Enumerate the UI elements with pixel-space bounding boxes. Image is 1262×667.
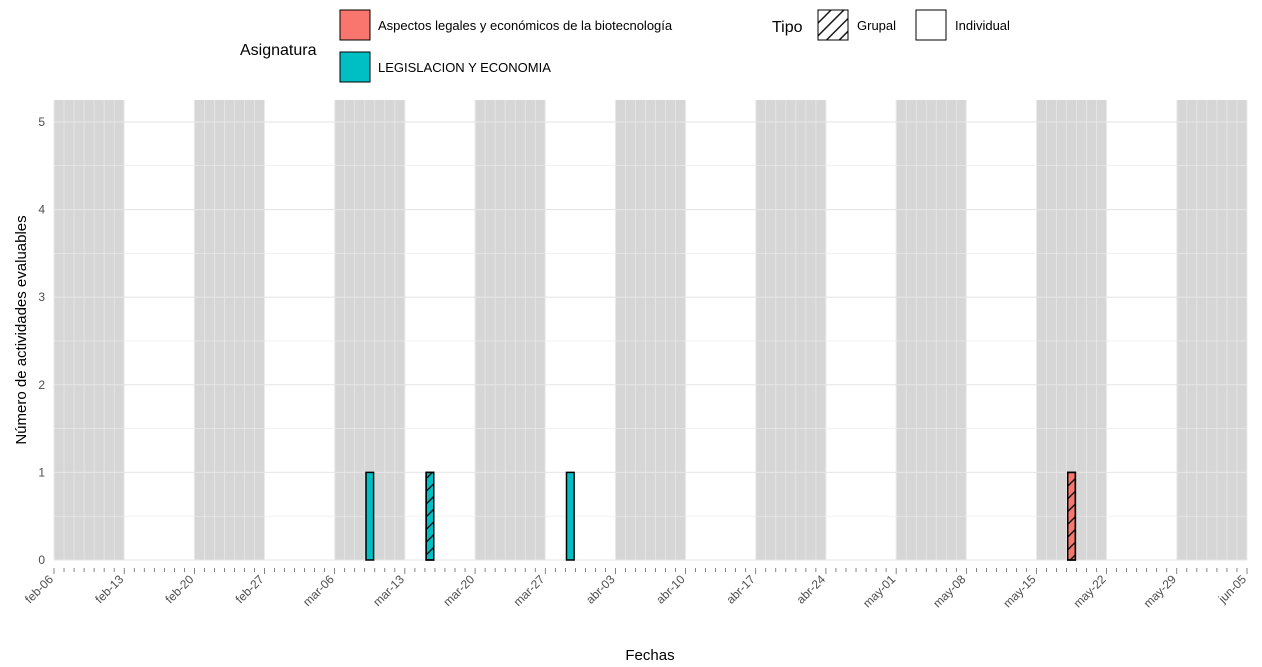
y-tick-label: 1	[38, 465, 45, 479]
x-tick-label: feb-13	[92, 572, 126, 606]
legend-label-legislacion: LEGISLACION Y ECONOMIA	[378, 60, 551, 75]
y-tick-label: 2	[38, 378, 45, 392]
legend-swatch-grupal	[817, 9, 849, 41]
legend-label-aspectos: Aspectos legales y económicos de la biot…	[378, 18, 673, 33]
x-tick-label: may-22	[1071, 572, 1109, 610]
x-tick-label: may-29	[1141, 572, 1179, 610]
x-tick-label: feb-06	[22, 572, 56, 606]
x-tick-label: abr-17	[723, 572, 758, 607]
legend-title-asignatura: Asignatura	[240, 42, 317, 59]
x-tick-label: jun-05	[1215, 572, 1249, 606]
x-tick-label: abr-10	[653, 572, 688, 607]
y-tick-label: 5	[38, 115, 45, 129]
legend-label-individual: Individual	[955, 18, 1010, 33]
legend-swatch-individual	[915, 9, 947, 41]
bar-stripes	[1066, 471, 1077, 561]
bar	[365, 471, 375, 561]
y-axis-title: Número de actividades evaluables	[13, 215, 30, 444]
x-tick-label: may-15	[1000, 572, 1038, 610]
y-tick-label: 0	[38, 553, 45, 567]
legend-swatch-aspectos	[339, 9, 371, 41]
x-tick-label: may-08	[930, 572, 968, 610]
bar-stripes	[425, 471, 435, 561]
x-tick-label: abr-24	[794, 572, 829, 607]
legend-label-grupal: Grupal	[857, 18, 896, 33]
shaded-week	[194, 100, 265, 560]
bars	[365, 471, 1077, 561]
shaded-week	[615, 100, 686, 560]
shaded-week	[475, 100, 546, 560]
x-tick-label: mar-06	[300, 572, 337, 609]
legend-title-tipo: Tipo	[772, 19, 803, 36]
weekend-shading	[54, 100, 1247, 560]
x-axis-title: Fechas	[625, 647, 674, 664]
x-tick-label: mar-27	[511, 572, 548, 609]
y-axis-labels: 0 1 2 3 4 5	[38, 115, 45, 567]
major-gridlines	[53, 100, 1248, 561]
shaded-week	[896, 100, 967, 560]
x-tick-label: feb-27	[233, 572, 267, 606]
shaded-week	[1176, 100, 1247, 560]
x-axis-ticks	[53, 568, 1248, 574]
shaded-week	[755, 100, 826, 560]
y-tick-label: 4	[38, 203, 45, 217]
x-tick-label: mar-20	[440, 572, 477, 609]
x-tick-label: may-01	[860, 572, 898, 610]
x-tick-label: abr-03	[583, 572, 618, 607]
minor-gridlines	[54, 100, 1247, 560]
shaded-week	[54, 100, 125, 560]
x-tick-label: feb-20	[163, 572, 197, 606]
x-axis-labels: feb-06 feb-13 feb-20 feb-27 mar-06 mar-13 mar-…	[22, 572, 1249, 610]
x-tick-label: mar-13	[370, 572, 407, 609]
legend-swatch-legislacion	[339, 51, 371, 83]
plot-area: 0 1 2 3 4 5 feb-06 feb-13 feb-20 feb-27 mar-06 mar…	[22, 100, 1249, 610]
bar	[565, 471, 575, 561]
y-tick-label: 3	[38, 290, 45, 304]
legend: Asignatura Aspectos legales y económicos…	[240, 9, 1010, 83]
